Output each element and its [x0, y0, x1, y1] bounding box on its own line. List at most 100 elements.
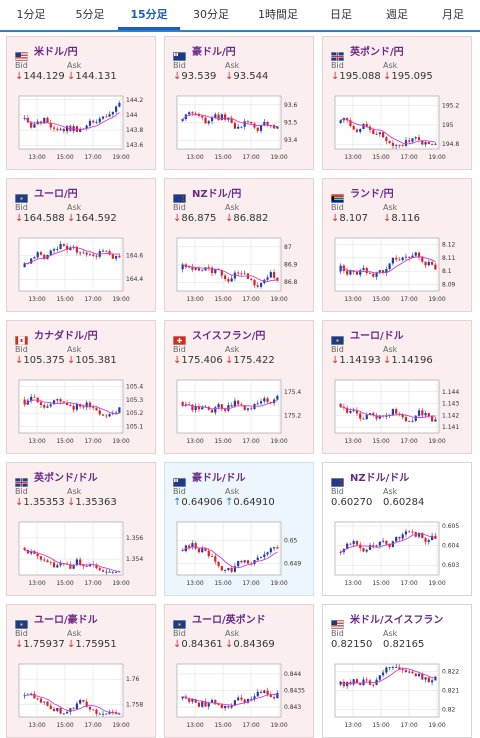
rate-card[interactable]: 豪ドル/円 Bid Ask ↓93.539 ↓93.544 13:00 15:00 17:00…: [164, 36, 314, 170]
chart-time-label: 13:00: [186, 438, 203, 445]
rate-card[interactable]: カナダドル/円 Bid Ask ↓105.375 ↓105.381 13:00 15:00 1…: [6, 320, 156, 454]
currency-pair-name[interactable]: 米ドル/スイスフラン: [350, 614, 444, 626]
rate-card[interactable]: NZドル/ドル Bid Ask 0.60270 0.60284 13:00 15:00 17:…: [322, 462, 472, 596]
currency-pair-name[interactable]: ユーロ/豪ドル: [34, 614, 98, 626]
candle-body: [427, 540, 430, 542]
mini-candlestick-chart[interactable]: 13:00 15:00 17:00 19:00 8.12 8.11 8.1 8.09: [331, 235, 467, 303]
candle-body: [194, 699, 197, 703]
ask-price: ↓86.882: [225, 213, 268, 224]
candle-body: [395, 144, 398, 146]
arrow-down-icon: ↓: [225, 355, 234, 366]
tab-5[interactable]: 1時間足: [258, 8, 298, 21]
card-header: NZドル/ドル: [331, 469, 410, 487]
candle-body: [391, 257, 394, 264]
candle-body: [259, 691, 263, 693]
mini-candlestick-chart[interactable]: 13:00 15:00 17:00 19:00 93.6 93.5 93.4: [173, 93, 309, 161]
candle-body: [217, 404, 220, 408]
rate-card[interactable]: ユーロ/ドル Bid Ask ↓1.14193 ↓1.14196 13:00 15:00 17…: [322, 320, 472, 454]
moving-average-line: [182, 264, 278, 283]
candle-body: [253, 560, 256, 564]
candle-body: [214, 407, 217, 413]
rate-card[interactable]: 米ドル/スイスフラン Bid Ask 0.82150 0.82165 13:00 15:00…: [322, 604, 472, 738]
mini-candlestick-chart[interactable]: 13:00 15:00 17:00 19:00 1.356 1.354: [15, 519, 151, 587]
candle-body: [240, 273, 243, 275]
candle-body: [243, 699, 246, 703]
currency-pair-name[interactable]: NZドル/円: [192, 188, 242, 200]
candle-body: [88, 402, 92, 408]
arrow-down-icon: ↓: [67, 71, 76, 82]
candle-body: [224, 275, 227, 280]
candle-body: [43, 559, 46, 561]
tab-4[interactable]: 30分足: [193, 8, 229, 21]
candle-body: [82, 406, 85, 408]
candle-body: [276, 126, 279, 129]
rate-card[interactable]: ユーロ/円 Bid Ask ↓164.588 ↓164.592 13:00 15:00 17:…: [6, 178, 156, 312]
mini-candlestick-chart[interactable]: 13:00 15:00 17:00 19:00 1.76 1.758: [15, 661, 151, 729]
rate-card[interactable]: 豪ドル/ドル Bid Ask ↑0.64906 ↑0.64910 13:00 15:00 17…: [164, 462, 314, 596]
chart-svg: 13:00 15:00 17:00 19:00 175.4 175.2: [176, 379, 301, 445]
currency-pair-name[interactable]: 豪ドル/ドル: [192, 472, 246, 484]
mini-candlestick-chart[interactable]: 13:00 15:00 17:00 19:00 0.605 0.604 0.603: [331, 519, 467, 587]
mini-candlestick-chart[interactable]: 13:00 15:00 17:00 19:00 0.65 0.649: [173, 519, 309, 587]
tab-3[interactable]: 15分足: [118, 0, 180, 30]
chart-svg: 13:00 15:00 17:00 19:00 93.6 93.5 93.4: [176, 95, 298, 161]
rate-card[interactable]: 英ポンド/円 Bid Ask ↓195.088 ↓195.095 13:00 15:00 17…: [322, 36, 472, 170]
mini-candlestick-chart[interactable]: 13:00 15:00 17:00 19:00 0.822 0.821 0.82: [331, 661, 467, 729]
mini-candlestick-chart[interactable]: 13:00 15:00 17:00 19:00 105.4 105.3 105.2 105.1: [15, 377, 151, 445]
currency-pair-name[interactable]: ユーロ/円: [34, 188, 78, 200]
chart-price-tick: 143.6: [126, 142, 143, 149]
chart-price-tick: 144: [126, 112, 138, 119]
currency-pair-name[interactable]: 米ドル/円: [34, 46, 78, 58]
chart-time-label: 15:00: [214, 580, 231, 587]
chart-time-label: 19:00: [270, 580, 287, 587]
chart-time-label: 15:00: [56, 154, 73, 161]
mini-candlestick-chart[interactable]: 13:00 15:00 17:00 19:00 175.4 175.2: [173, 377, 309, 445]
currency-pair-name[interactable]: カナダドル/円: [34, 330, 98, 342]
chart-price-tick: 0.604: [442, 543, 459, 550]
currency-pair-name[interactable]: ユーロ/ドル: [350, 330, 404, 342]
candle-body: [227, 405, 230, 411]
candle-body: [105, 571, 108, 573]
currency-pair-name[interactable]: NZドル/ドル: [350, 472, 410, 484]
mini-candlestick-chart[interactable]: 13:00 15:00 17:00 19:00 1.144 1.143 1.142 1.141: [331, 377, 467, 445]
rate-card[interactable]: 米ドル/円 Bid Ask ↓144.129 ↓144.131 13:00 15:00 17:…: [6, 36, 156, 170]
currency-pair-name[interactable]: 英ポンド/円: [350, 46, 404, 58]
rate-card[interactable]: ユーロ/英ポンド Bid Ask ↓0.84361 ↓0.84369 13:00 15:00…: [164, 604, 314, 738]
tab-2[interactable]: 5分足: [75, 8, 105, 21]
mini-candlestick-chart[interactable]: 13:00 15:00 17:00 19:00 144.2 144 143.8 143.6: [15, 93, 151, 161]
rate-card[interactable]: NZドル/円 Bid Ask ↓86.875 ↓86.882 13:00 15:00 17:0…: [164, 178, 314, 312]
candle-body: [101, 570, 105, 572]
currency-pair-name[interactable]: 英ポンド/ドル: [34, 472, 98, 484]
moving-average-line: [340, 668, 436, 685]
rate-card[interactable]: ユーロ/豪ドル Bid Ask ↓1.75937 ↓1.75951 13:00 15:00 1…: [6, 604, 156, 738]
bid-ask-labels: Bid Ask: [15, 61, 119, 70]
ask-price: ↓175.422: [225, 355, 275, 366]
mini-candlestick-chart[interactable]: 13:00 15:00 17:00 19:00 0.844 0.8435 0.843: [173, 661, 309, 729]
candle-body: [210, 117, 214, 122]
rate-card[interactable]: 英ポンド/ドル Bid Ask ↓1.35353 ↓1.35363 13:00 15:00 1…: [6, 462, 156, 596]
mini-candlestick-chart[interactable]: 13:00 15:00 17:00 19:00 87 86.9 86.8: [173, 235, 309, 303]
currency-pair-name[interactable]: ランド/円: [350, 188, 394, 200]
mini-candlestick-chart[interactable]: 13:00 15:00 17:00 19:00 195.2 195 194.8: [331, 93, 467, 161]
tab-7[interactable]: 週足: [386, 8, 408, 21]
candle-body: [111, 711, 114, 713]
currency-pair-name[interactable]: 豪ドル/円: [192, 46, 236, 58]
candle-body: [201, 701, 204, 707]
chart-time-label: 17:00: [84, 438, 101, 445]
candle-body: [398, 536, 401, 539]
currency-pair-name[interactable]: スイスフラン/円: [192, 330, 266, 342]
candle-body: [372, 684, 375, 686]
bid-label: Bid: [15, 203, 28, 212]
mini-candlestick-chart[interactable]: 13:00 15:00 17:00 19:00 164.6 164.4: [15, 235, 151, 303]
chart-svg: 13:00 15:00 17:00 19:00 87 86.9 86.8: [176, 237, 298, 303]
rate-card[interactable]: スイスフラン/円 Bid Ask ↓175.406 ↓175.422 13:00 15:00…: [164, 320, 314, 454]
candle-body: [98, 713, 101, 715]
tab-8[interactable]: 月足: [442, 8, 464, 21]
rate-card[interactable]: ランド/円 Bid Ask ↓8.107 ↓8.116 13:00 15:00 17:00 19…: [322, 178, 472, 312]
chart-price-tick: 164.6: [126, 253, 143, 260]
tab-1[interactable]: 1分足: [16, 8, 46, 21]
chart-price-tick: 143.8: [126, 127, 143, 134]
tab-6[interactable]: 日足: [330, 8, 352, 21]
candle-body: [256, 557, 259, 561]
currency-pair-name[interactable]: ユーロ/英ポンド: [192, 614, 266, 626]
